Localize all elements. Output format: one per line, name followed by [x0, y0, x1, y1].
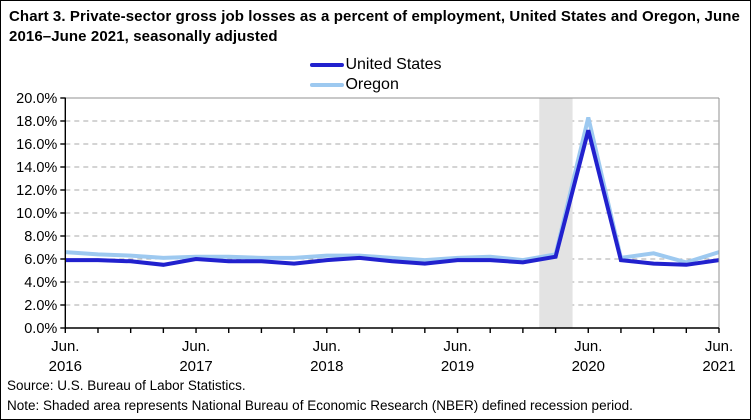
x-axis-label-year: 2019	[441, 358, 474, 375]
oregon-line-swatch	[309, 82, 344, 87]
x-axis-label-month: Jun.	[182, 338, 210, 355]
y-axis-label: 20.0%	[16, 91, 57, 107]
x-axis-label-year: 2020	[572, 358, 605, 375]
x-axis-label-year: 2018	[310, 358, 343, 375]
y-axis-label: 18.0%	[16, 114, 57, 130]
y-axis-label: 2.0%	[24, 298, 57, 314]
x-axis-label-month: Jun.	[705, 338, 733, 355]
legend-item-united-states: United States	[309, 55, 442, 74]
x-axis-label-year: 2016	[49, 358, 82, 375]
y-axis-label: 0.0%	[24, 321, 57, 337]
y-axis-label: 4.0%	[24, 275, 57, 291]
y-axis-label: 6.0%	[24, 252, 57, 268]
note-text: Note: Shaded area represents National Bu…	[7, 398, 633, 413]
legend-label-united-states: United States	[345, 55, 442, 73]
x-axis-label-year: 2017	[179, 358, 212, 375]
x-axis-label-month: Jun.	[574, 338, 602, 355]
legend-item-oregon: Oregon	[309, 75, 441, 94]
y-axis-label: 16.0%	[16, 137, 57, 153]
legend-label-oregon: Oregon	[345, 75, 399, 93]
source-text: Source: U.S. Bureau of Labor Statistics.	[7, 378, 246, 393]
series-line-united-states	[65, 129, 720, 267]
united-states-line-swatch	[309, 62, 344, 67]
y-axis-label: 10.0%	[16, 206, 57, 222]
legend: United States Oregon	[309, 55, 442, 94]
y-axis-label: 14.0%	[16, 160, 57, 176]
x-axis-label-month: Jun.	[51, 338, 79, 355]
y-axis-label: 12.0%	[16, 183, 57, 199]
y-axis-label: 8.0%	[24, 229, 57, 245]
x-axis-label-month: Jun.	[443, 338, 471, 355]
chart-title: Chart 3. Private-sector gross job losses…	[9, 8, 740, 45]
x-axis-label-month: Jun.	[313, 338, 341, 355]
x-axis-label-year: 2021	[702, 358, 735, 375]
